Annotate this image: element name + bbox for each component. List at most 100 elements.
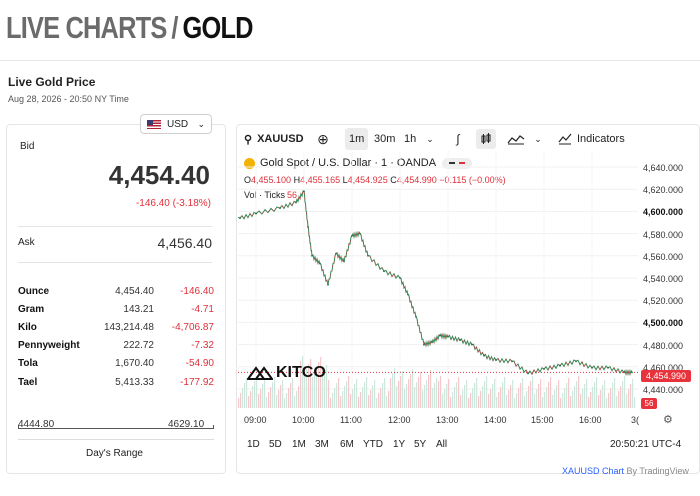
volume-bar (570, 396, 572, 408)
settings-gear-icon[interactable]: ⚙ (663, 414, 673, 426)
price-point (559, 364, 561, 367)
chart-type-dropdown[interactable]: ⌄ (528, 129, 548, 149)
volume-bar (382, 383, 384, 408)
volume-bar (250, 391, 252, 408)
area-chart-button[interactable] (504, 129, 528, 149)
volume-bar (398, 381, 400, 408)
price-point (239, 217, 241, 219)
chart-clock: 20:50:21 UTC-4 (610, 439, 682, 450)
price-axis-label: 4,520.000 (643, 296, 684, 307)
volume-bar (246, 378, 248, 408)
volume-bar (266, 397, 268, 408)
volume-bar (592, 387, 594, 408)
volume-bar (550, 377, 552, 408)
volume-bar (492, 384, 494, 408)
volume-bar (416, 382, 418, 408)
price-axis-label: 4,640.000 (643, 163, 684, 173)
timeframe-30m-button[interactable]: 30m (370, 128, 399, 150)
timeframe-1h-button[interactable]: 1h (400, 128, 420, 150)
volume-bar (258, 394, 260, 408)
volume-bar (528, 386, 530, 408)
volume-bar (324, 370, 326, 408)
price-point (359, 232, 361, 235)
volume-bar (368, 395, 370, 408)
volume-bar (490, 389, 492, 408)
price-series-down-candles (238, 190, 633, 376)
timeframe-label: 30m (374, 133, 396, 145)
volume-bar (278, 390, 280, 408)
current-price-tag: 4,454.990 (641, 370, 691, 382)
xauusd-chart-link[interactable]: XAUUSD Chart (562, 466, 625, 476)
volume-bar (472, 388, 474, 408)
price-point (311, 254, 313, 257)
bar-type-button[interactable]: ∫ (448, 129, 468, 149)
range-button-1d[interactable]: 1D (247, 439, 260, 450)
volume-bar (354, 384, 356, 408)
candles-button[interactable] (476, 129, 496, 149)
volume-bar (404, 389, 406, 408)
volume-bar (328, 380, 330, 408)
buy-sell-toggle[interactable] (442, 157, 473, 169)
ohlc-key: L (342, 175, 348, 185)
volume-bar (578, 376, 580, 408)
volume-bar (322, 375, 324, 408)
volume-bar (288, 388, 290, 408)
volume-bar (290, 383, 292, 408)
volume-bar (464, 385, 466, 408)
range-button-3m[interactable]: 3M (315, 439, 329, 450)
bid-value: 4,454.40 (108, 160, 210, 190)
page-title: LIVE CHARTS / GOLD (6, 10, 254, 46)
volume-bar (544, 392, 546, 408)
volume-bar (566, 383, 568, 408)
divider (18, 262, 212, 263)
price-axis-label: 4,540.000 (643, 274, 684, 284)
price-point (623, 371, 625, 374)
volume-bar (384, 378, 386, 408)
range-button-ytd[interactable]: YTD (363, 439, 383, 450)
timeframe-1m-button[interactable]: 1m (345, 128, 369, 150)
time-axis-label: 11:00 (340, 415, 362, 425)
timeframe-dropdown[interactable]: ⌄ (420, 129, 440, 149)
volume-bar (298, 386, 300, 408)
volume-bar (458, 377, 460, 408)
volume-bar (480, 391, 482, 408)
chevron-down-icon: ⌄ (534, 133, 542, 144)
volume-bar (612, 383, 614, 408)
range-button-5d[interactable]: 5D (269, 439, 282, 450)
range-button-6m[interactable]: 6M (340, 439, 354, 450)
volume-bar (428, 375, 430, 408)
unit-change: -4.71 (191, 303, 214, 315)
volume-bar (274, 377, 276, 408)
price-chart-plot[interactable] (238, 150, 638, 412)
range-button-1m[interactable]: 1M (292, 439, 306, 450)
volume-bar (318, 362, 320, 408)
range-button-5y[interactable]: 5Y (414, 439, 427, 450)
price-axis-label: 4,620.000 (643, 185, 684, 196)
volume-bar (280, 385, 282, 408)
volume-bar (238, 398, 240, 408)
range-button-all[interactable]: All (436, 439, 448, 450)
time-axis-label: 15:00 (531, 415, 554, 425)
indicators-button[interactable]: Indicators (558, 128, 625, 150)
price-axis-label: 4,560.000 (643, 251, 684, 262)
tradingview-attribution: XAUUSD Chart By TradingView (562, 466, 689, 476)
unit-name: Ounce (18, 285, 50, 297)
range-button-1y[interactable]: 1Y (393, 439, 406, 450)
volume-bar (474, 383, 476, 408)
currency-select[interactable]: USD ⌄ (140, 114, 212, 134)
volume-bar (340, 396, 342, 408)
symbol-search[interactable]: ⚲ XAUUSD (244, 128, 304, 150)
price-point (303, 190, 305, 193)
divider (18, 439, 214, 440)
volume-bar (468, 398, 470, 408)
volume-bar (256, 376, 258, 408)
compare-add-button[interactable]: ⊕ (313, 129, 333, 149)
volume-bar (394, 368, 396, 408)
volume-bar (294, 396, 296, 408)
volume-bar (600, 390, 602, 408)
volume-bar (546, 387, 548, 408)
header-divider (0, 60, 700, 61)
gold-symbol-icon (244, 157, 255, 169)
volume-bar (484, 381, 486, 408)
volume-bar (356, 379, 358, 408)
